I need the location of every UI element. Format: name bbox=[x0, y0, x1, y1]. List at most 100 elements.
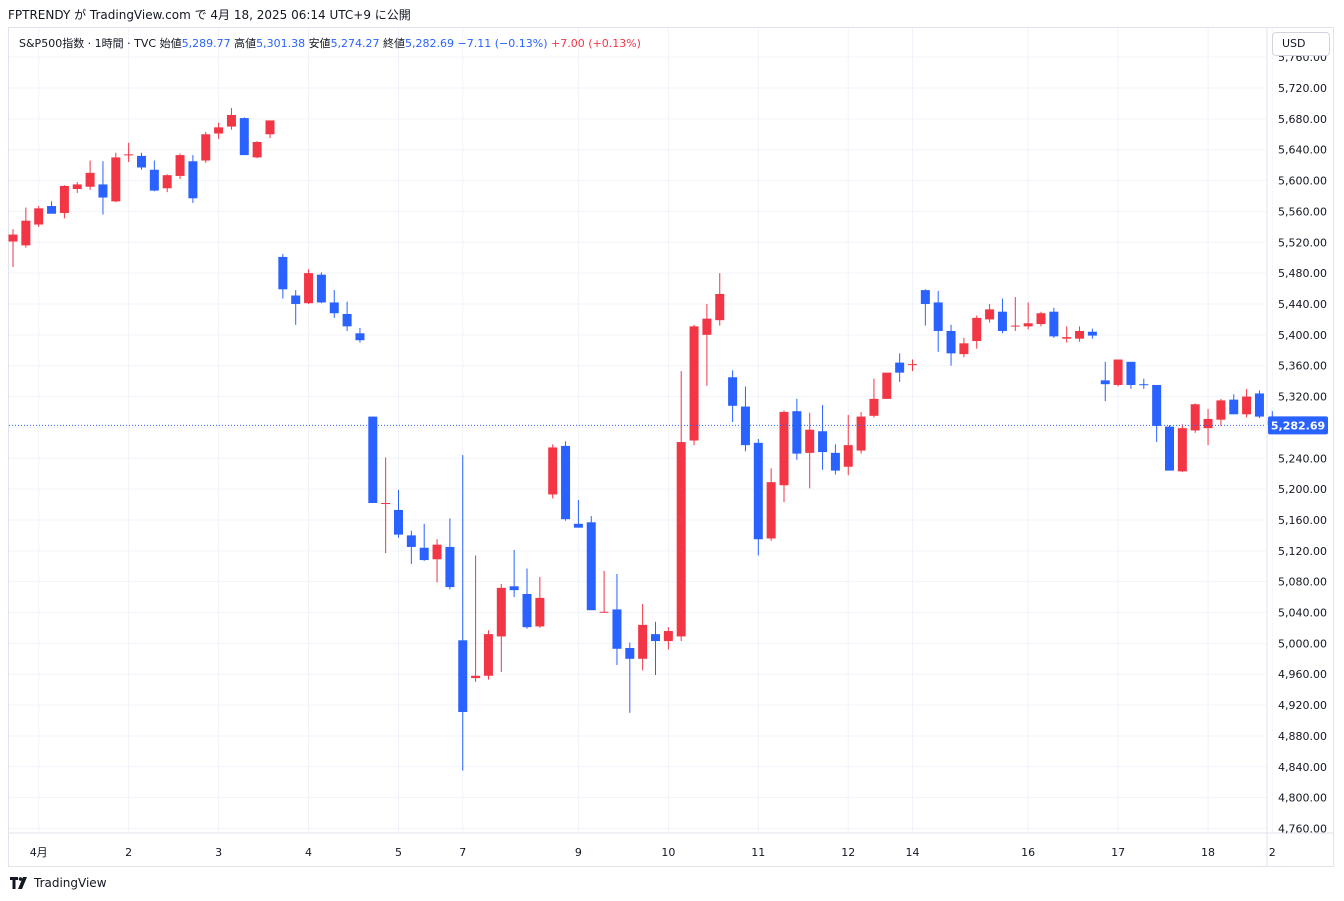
last-price-tag-label: 5,282.69 bbox=[1271, 419, 1325, 432]
candle-body bbox=[1139, 384, 1149, 386]
candle-body bbox=[843, 445, 853, 467]
y-tick-label: 5,640.00 bbox=[1278, 144, 1327, 157]
y-tick-label: 5,160.00 bbox=[1278, 514, 1327, 527]
candle-body bbox=[869, 398, 879, 416]
y-tick-label: 5,720.00 bbox=[1278, 82, 1327, 95]
candle-body bbox=[1010, 325, 1020, 327]
candle-body bbox=[985, 309, 995, 320]
symbol-label[interactable]: S&P500指数 · 1時間 · TVC bbox=[19, 37, 157, 50]
candle-body bbox=[149, 169, 159, 191]
candle-body bbox=[1216, 400, 1226, 420]
candle-body bbox=[1152, 384, 1162, 426]
price-axis[interactable]: 4,760.00 4,800.00 4,840.00 4,880.00 4,920.00… bbox=[1278, 51, 1327, 835]
tradingview-logo[interactable]: TradingView bbox=[10, 876, 107, 890]
tradingview-brand: TradingView bbox=[34, 876, 107, 890]
candle-body bbox=[509, 586, 519, 591]
candle-body bbox=[342, 314, 352, 327]
candle-body bbox=[959, 343, 969, 355]
y-tick-label: 5,000.00 bbox=[1278, 637, 1327, 650]
candle-body bbox=[638, 624, 648, 659]
low-label: 安値 bbox=[308, 37, 331, 50]
x-tick-label: 11 bbox=[751, 846, 765, 859]
last-price-tag bbox=[1268, 416, 1328, 435]
candle-body bbox=[368, 416, 378, 503]
y-tick-label: 4,920.00 bbox=[1278, 699, 1327, 712]
x-tick-label: 18 bbox=[1201, 846, 1215, 859]
candle-body bbox=[458, 640, 468, 713]
x-tick-label: 2 bbox=[1269, 846, 1276, 859]
close-label: 終値 bbox=[383, 37, 406, 50]
candle-body bbox=[818, 431, 828, 453]
candle-body bbox=[1126, 361, 1136, 385]
candle-body bbox=[316, 274, 326, 303]
x-tick-label: 7 bbox=[459, 846, 466, 859]
candles bbox=[8, 108, 1277, 771]
candle-body bbox=[175, 155, 185, 176]
candle-body bbox=[908, 364, 917, 366]
candle-body bbox=[381, 502, 391, 504]
candle-body bbox=[625, 648, 635, 659]
open-label: 始値 bbox=[159, 37, 182, 50]
y-tick-label: 5,120.00 bbox=[1278, 545, 1327, 558]
currency-selector[interactable]: USD bbox=[1272, 32, 1330, 56]
candle-body bbox=[779, 411, 789, 486]
x-tick-label: 12 bbox=[841, 846, 855, 859]
tradingview-logo-icon bbox=[10, 877, 27, 889]
y-tick-label: 5,560.00 bbox=[1278, 205, 1327, 218]
candle-body bbox=[111, 157, 121, 202]
chart-frame[interactable] bbox=[8, 27, 1334, 867]
candle-body bbox=[972, 317, 982, 342]
x-tick-label: 2 bbox=[125, 846, 132, 859]
candle-body bbox=[304, 273, 314, 304]
candle-body bbox=[1113, 359, 1123, 385]
y-tick-label: 5,400.00 bbox=[1278, 329, 1327, 342]
candle-body bbox=[586, 522, 596, 611]
high-value: 5,301.38 bbox=[256, 37, 306, 50]
x-tick-label: 4月 bbox=[30, 846, 48, 859]
x-tick-label: 3 bbox=[215, 846, 222, 859]
candle-body bbox=[445, 546, 455, 588]
candle-body bbox=[432, 544, 442, 560]
candle-body bbox=[689, 326, 699, 441]
candle-body bbox=[1049, 311, 1059, 337]
candle-body bbox=[895, 362, 905, 373]
candle-body bbox=[85, 172, 95, 187]
candle-body bbox=[21, 220, 31, 246]
candle-body bbox=[291, 295, 301, 304]
candle-body bbox=[72, 184, 82, 190]
candle-body bbox=[766, 482, 776, 539]
candle-body bbox=[1087, 331, 1097, 336]
close-value: 5,282.69 bbox=[405, 37, 455, 50]
candle-body bbox=[612, 609, 622, 649]
candle-body bbox=[252, 141, 262, 158]
candle-body bbox=[496, 587, 506, 637]
y-tick-label: 5,200.00 bbox=[1278, 483, 1327, 496]
candle-body bbox=[162, 175, 172, 189]
candle-body bbox=[946, 330, 956, 354]
candle-body bbox=[483, 634, 493, 676]
candle-body bbox=[1062, 337, 1072, 339]
candle-body bbox=[830, 452, 840, 471]
candle-body bbox=[1100, 380, 1110, 385]
candle-body bbox=[715, 293, 725, 321]
time-axis[interactable]: 4月 2 3 4 5 7 9 10 11 12 14 16 17 18 2 bbox=[30, 846, 1276, 859]
candle-body bbox=[59, 185, 69, 213]
candle-body bbox=[355, 333, 365, 341]
candle-body bbox=[8, 234, 18, 242]
candle-body bbox=[471, 675, 481, 679]
candle-body bbox=[278, 256, 288, 290]
y-tick-label: 5,240.00 bbox=[1278, 452, 1327, 465]
candle-body bbox=[1075, 330, 1085, 339]
candle-body bbox=[226, 114, 236, 127]
candle-body bbox=[792, 411, 802, 454]
ohlc-legend: S&P500指数 · 1時間 · TVC 始値5,289.77 高値5,301.… bbox=[19, 35, 641, 51]
x-tick-label: 5 bbox=[395, 846, 402, 859]
candle-body bbox=[406, 535, 416, 547]
candle-body bbox=[394, 509, 403, 535]
x-tick-label: 14 bbox=[906, 846, 920, 859]
price-tag-layer: 5,282.69 bbox=[9, 416, 1328, 435]
y-tick-label: 5,600.00 bbox=[1278, 175, 1327, 188]
candle-body bbox=[676, 442, 686, 637]
open-value: 5,289.77 bbox=[181, 37, 231, 50]
